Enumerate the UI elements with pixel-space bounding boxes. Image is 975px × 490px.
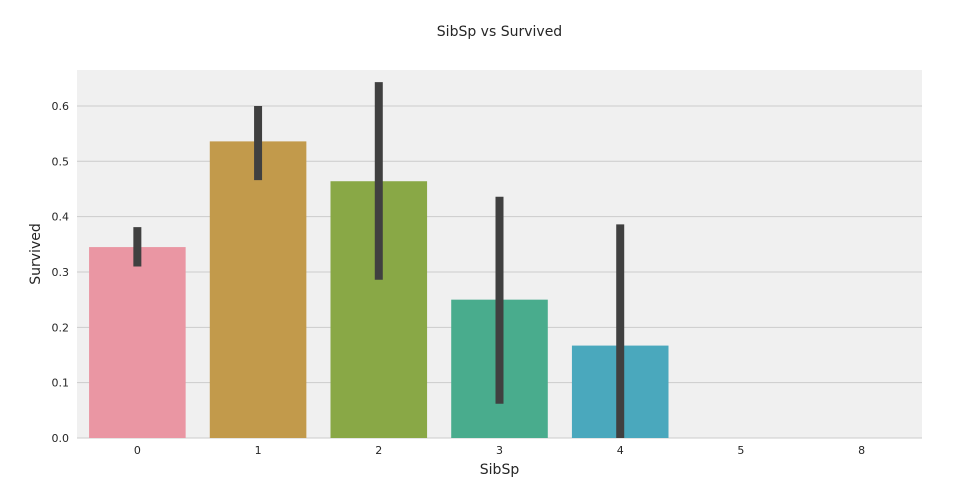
x-tick-label: 5 bbox=[737, 444, 744, 457]
x-tick-label: 1 bbox=[255, 444, 262, 457]
y-tick-label: 0.4 bbox=[52, 211, 70, 224]
x-axis-label: SibSp bbox=[480, 462, 520, 478]
x-tick-label: 4 bbox=[617, 444, 624, 457]
error-bars bbox=[133, 82, 625, 438]
y-axis-label: Survived bbox=[28, 223, 44, 284]
bar-0 bbox=[89, 247, 186, 438]
bars bbox=[89, 141, 669, 438]
x-tick-label: 8 bbox=[858, 444, 865, 457]
x-tick-label: 2 bbox=[375, 444, 382, 457]
bar-1 bbox=[209, 141, 307, 438]
y-tick-label: 0.2 bbox=[52, 321, 70, 334]
y-tick-label: 0.3 bbox=[52, 266, 70, 279]
chart-title: SibSp vs Survived bbox=[437, 24, 562, 40]
y-axis-ticks: 0.0 0.1 0.2 0.3 0.4 0.5 0.6 bbox=[52, 100, 70, 445]
x-axis-ticks: 0 1 2 3 4 5 8 bbox=[134, 444, 865, 457]
y-tick-label: 0.5 bbox=[52, 155, 70, 168]
x-tick-label: 3 bbox=[496, 444, 503, 457]
y-tick-label: 0.6 bbox=[52, 100, 70, 113]
x-tick-label: 0 bbox=[134, 444, 141, 457]
y-tick-label: 0.1 bbox=[52, 377, 70, 390]
y-tick-label: 0.0 bbox=[52, 432, 70, 445]
